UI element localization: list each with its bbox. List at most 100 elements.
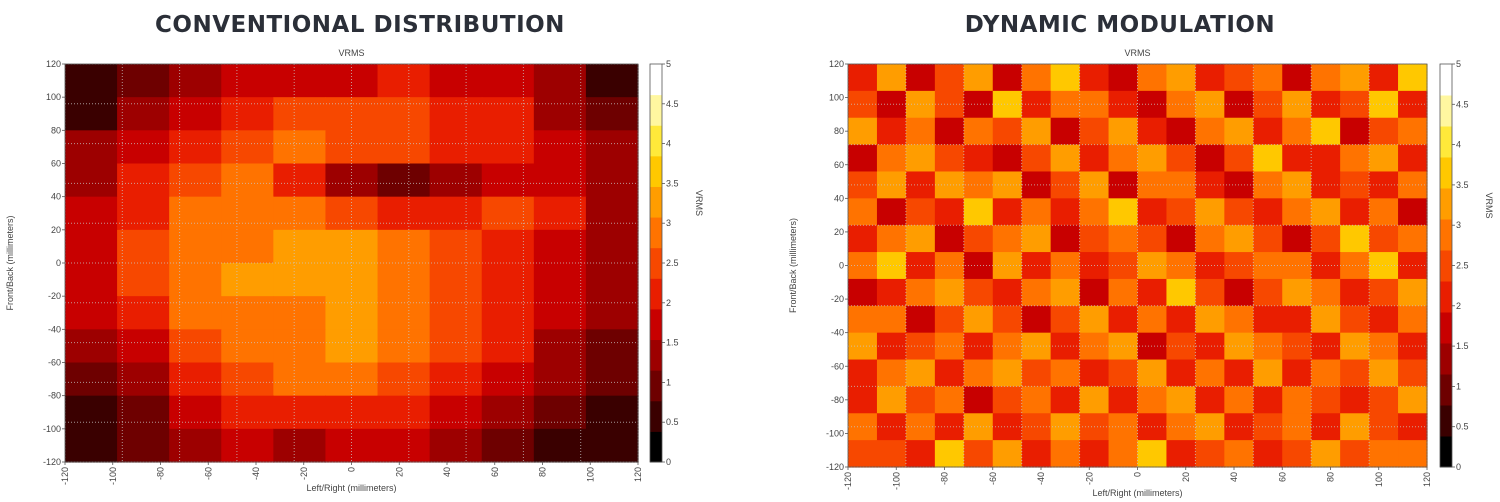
- heatmap-cell: [377, 130, 431, 165]
- heatmap-cell: [533, 263, 587, 297]
- heatmap-cell: [169, 97, 222, 131]
- heatmap-cell: [221, 263, 274, 297]
- chart-subtitle: VRMS: [1124, 48, 1150, 58]
- heatmap-cell: [1282, 440, 1312, 468]
- heatmap-chart-conventional: VRMS-120-100-80-60-40-20020406080100120-…: [5, 48, 704, 493]
- heatmap-cell: [1253, 64, 1283, 92]
- x-tick-label: 80: [1326, 472, 1336, 482]
- heatmap-cell: [429, 130, 483, 165]
- heatmap-cell: [1369, 278, 1399, 307]
- heatmap-cell: [1253, 305, 1283, 334]
- heatmap-cell: [963, 359, 994, 387]
- heatmap-cell: [1369, 198, 1399, 226]
- heatmap-cell: [1340, 332, 1370, 361]
- heatmap-cell: [1021, 305, 1052, 334]
- heatmap-cell: [429, 64, 483, 98]
- heatmap-cell: [117, 329, 170, 364]
- heatmap-cell: [117, 229, 170, 264]
- x-tick-label: 100: [1374, 472, 1384, 487]
- colorbar-segment: [650, 339, 662, 371]
- heatmap-cell: [1282, 64, 1312, 92]
- heatmap-cell: [1224, 225, 1254, 253]
- heatmap-cell: [1108, 278, 1139, 307]
- heatmap-cell: [481, 263, 535, 297]
- x-tick-label: 40: [442, 467, 452, 477]
- heatmap-cell: [1195, 305, 1225, 334]
- heatmap-cell: [1282, 117, 1312, 146]
- heatmap-cell: [1398, 64, 1428, 92]
- heatmap-cell: [481, 130, 535, 165]
- heatmap-cell: [169, 229, 222, 264]
- heatmap-cell: [1050, 64, 1081, 92]
- heatmap-cell: [481, 163, 535, 198]
- heatmap-cell: [1166, 198, 1196, 226]
- colorbar-tick-label: 0: [666, 457, 671, 467]
- heatmap-cell: [992, 144, 1023, 173]
- heatmap-cell: [1195, 64, 1225, 92]
- heatmap-cell: [481, 362, 535, 397]
- heatmap-cell: [273, 229, 327, 264]
- heatmap-cell: [65, 163, 118, 198]
- colorbar-segment: [1440, 250, 1452, 282]
- colorbar-tick-label: 3: [1456, 220, 1461, 230]
- heatmap-cell: [1340, 440, 1370, 468]
- heatmap-cell: [905, 278, 936, 307]
- heatmap-cell: [1079, 359, 1110, 387]
- heatmap-cell: [1137, 305, 1168, 334]
- y-tick-label: -120: [43, 457, 61, 467]
- heatmap-cell: [117, 263, 170, 297]
- heatmap-cell: [169, 263, 222, 297]
- heatmap-cell: [1079, 225, 1110, 253]
- heatmap-cell: [992, 117, 1023, 146]
- y-tick-label: 60: [51, 159, 61, 169]
- colorbar-tick-label: 2: [1456, 301, 1461, 311]
- colorbar-segment: [1440, 126, 1452, 158]
- heatmap-cell: [169, 362, 222, 397]
- y-tick-label: 100: [829, 93, 844, 103]
- heatmap-cell: [429, 428, 483, 463]
- heatmap-cell: [65, 196, 118, 231]
- heatmap-cell: [429, 229, 483, 264]
- y-tick-label: -80: [48, 391, 61, 401]
- heatmap-cell: [992, 198, 1023, 226]
- heatmap-cell: [1311, 440, 1341, 468]
- y-tick-label: 120: [829, 59, 844, 69]
- heatmap-cell: [1108, 359, 1139, 387]
- heatmap-cell: [1050, 305, 1081, 334]
- heatmap-cell: [934, 144, 965, 173]
- y-tick-label: 100: [46, 92, 61, 102]
- heatmap-cell: [1282, 171, 1312, 199]
- heatmap-cell: [585, 229, 639, 264]
- heatmap-cell: [1224, 305, 1254, 334]
- colorbar-segment: [650, 94, 662, 126]
- colorbar-tick-label: 2.5: [1456, 261, 1469, 271]
- heatmap-cell: [992, 278, 1023, 307]
- heatmap-cell: [1340, 64, 1370, 92]
- x-tick-label: -60: [988, 472, 998, 485]
- heatmap-cell: [1282, 386, 1312, 414]
- heatmap-cell: [585, 362, 639, 397]
- heatmap-cell: [1166, 359, 1196, 387]
- colorbar-segment: [650, 64, 662, 96]
- heatmap-cell: [963, 117, 994, 146]
- y-tick-label: 80: [834, 126, 844, 136]
- heatmap-cell: [1166, 440, 1196, 468]
- heatmap-cell: [934, 359, 965, 387]
- colorbar-segment: [650, 125, 662, 157]
- heatmap-cell: [377, 196, 431, 231]
- heatmap-chart-dynamic: VRMS-120-100-80-60-40-20020406080100120-…: [788, 48, 1494, 498]
- heatmap-cell: [1311, 305, 1341, 334]
- heatmap-cell: [848, 359, 878, 387]
- heatmap-cell: [1398, 198, 1428, 226]
- heatmap-cell: [1108, 440, 1139, 468]
- heatmap-cell: [429, 163, 483, 198]
- heatmap-cell: [1340, 413, 1370, 441]
- heatmap-cell: [1340, 386, 1370, 414]
- heatmap-cell: [1369, 171, 1399, 199]
- heatmap-cell: [1398, 305, 1428, 334]
- heatmap-cell: [1079, 305, 1110, 334]
- chart-title: CONVENTIONAL DISTRIBUTION: [155, 12, 565, 38]
- heatmap-cell: [377, 263, 431, 297]
- colorbar-tick-label: 2.5: [666, 258, 679, 268]
- heatmap-cell: [1079, 117, 1110, 146]
